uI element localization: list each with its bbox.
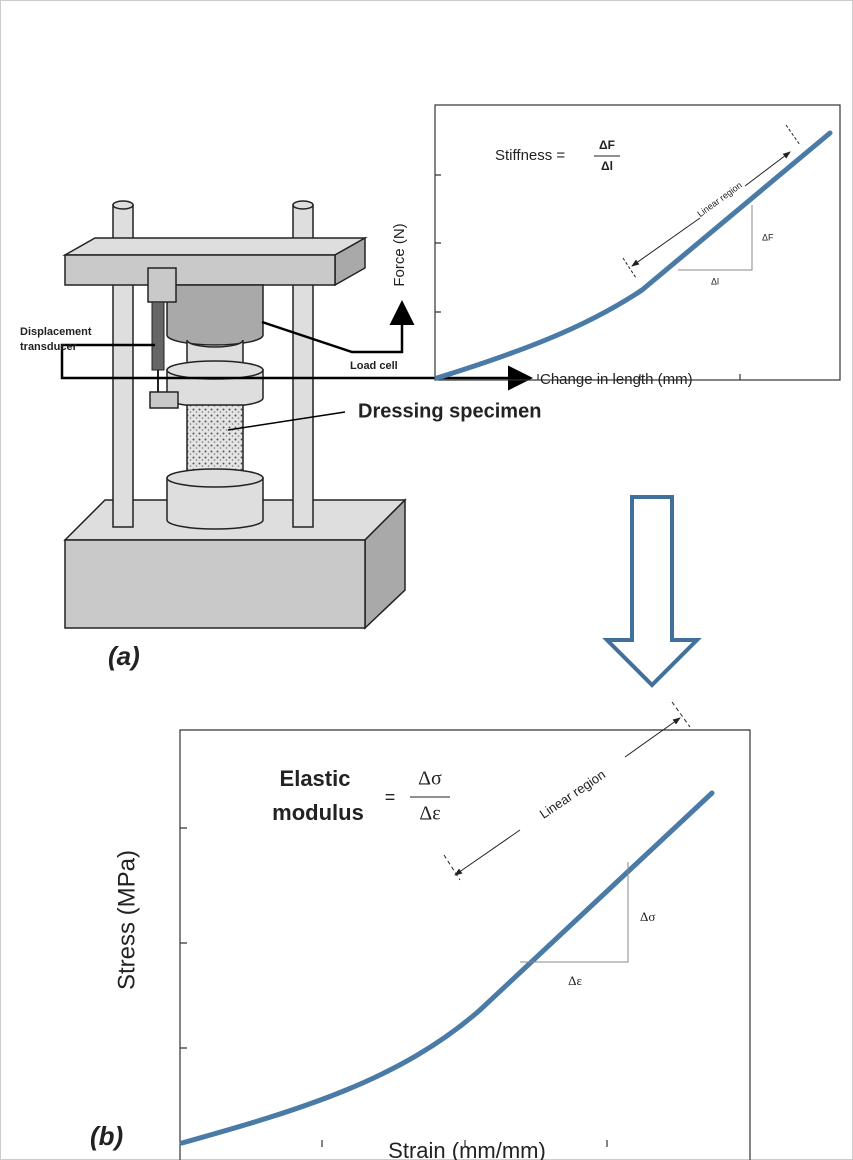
- transition-arrow: [602, 495, 702, 688]
- transducer-clamp: [149, 391, 179, 409]
- formula-numerator: ΔF: [599, 138, 615, 152]
- panel-label: (a): [108, 641, 140, 671]
- ticks: [435, 174, 741, 380]
- lower-platen: [166, 477, 264, 530]
- formula-denominator: Δε: [419, 803, 440, 825]
- y-axis-label: Stress (MPa): [113, 850, 140, 990]
- formula-denominator: Δl: [601, 159, 613, 173]
- slope-triangle: [678, 205, 753, 271]
- transducer-body: [151, 301, 165, 371]
- ticks: [180, 827, 187, 1049]
- x-axis-label: Strain (mm/mm): [388, 1138, 546, 1160]
- beam-top: [62, 237, 368, 256]
- force-arrow: [261, 300, 415, 354]
- rise-label: ΔF: [762, 232, 774, 242]
- y-axis-label: Force (N): [391, 223, 408, 286]
- specimen-label: Dressing specimen: [358, 400, 541, 422]
- displacement-arrow: [60, 343, 533, 391]
- region-arrow: [631, 217, 701, 267]
- upper-platen-top: [166, 360, 264, 380]
- ticks: [321, 1140, 608, 1147]
- stress-graph: Linear region Δσ Δε Elastic modulus = Δσ…: [113, 701, 751, 1160]
- plot-frame: [179, 729, 751, 1160]
- load-cell-label: Load cell: [350, 360, 398, 372]
- beam-front: [64, 254, 336, 286]
- force-graph: Linear region ΔF Δl Stiffness = ΔF Δl Fo…: [391, 104, 841, 388]
- load-cell: [166, 284, 264, 346]
- base-front: [64, 539, 366, 629]
- formula-equals: =: [385, 787, 396, 807]
- pillar-top: [292, 200, 314, 210]
- region-arrow: [624, 717, 681, 758]
- region-arrow: [454, 829, 521, 876]
- pillar-top: [112, 200, 134, 210]
- curve: [434, 130, 833, 381]
- x-axis-label: Change in length (mm): [540, 371, 693, 388]
- run-label: Δε: [568, 973, 582, 988]
- formula-lhs: modulus: [272, 800, 364, 825]
- formula-lhs: Stiffness =: [495, 147, 565, 164]
- curve: [179, 790, 715, 1146]
- transducer-label: Displacement: [20, 326, 92, 338]
- region-limits: [622, 124, 801, 279]
- formula-lhs: Elastic: [280, 766, 351, 791]
- panel-label: (b): [90, 1121, 123, 1151]
- specimen-leader: [227, 411, 346, 431]
- formula-numerator: Δσ: [418, 768, 442, 790]
- lower-platen-top: [166, 468, 264, 488]
- rise-label: Δσ: [640, 909, 655, 924]
- region-arrow: [744, 151, 791, 187]
- transducer-label: transducer: [20, 341, 78, 353]
- run-label: Δl: [711, 276, 719, 286]
- slope-triangle: [520, 862, 629, 963]
- transducer-head: [147, 267, 177, 303]
- region-limits: [443, 701, 691, 881]
